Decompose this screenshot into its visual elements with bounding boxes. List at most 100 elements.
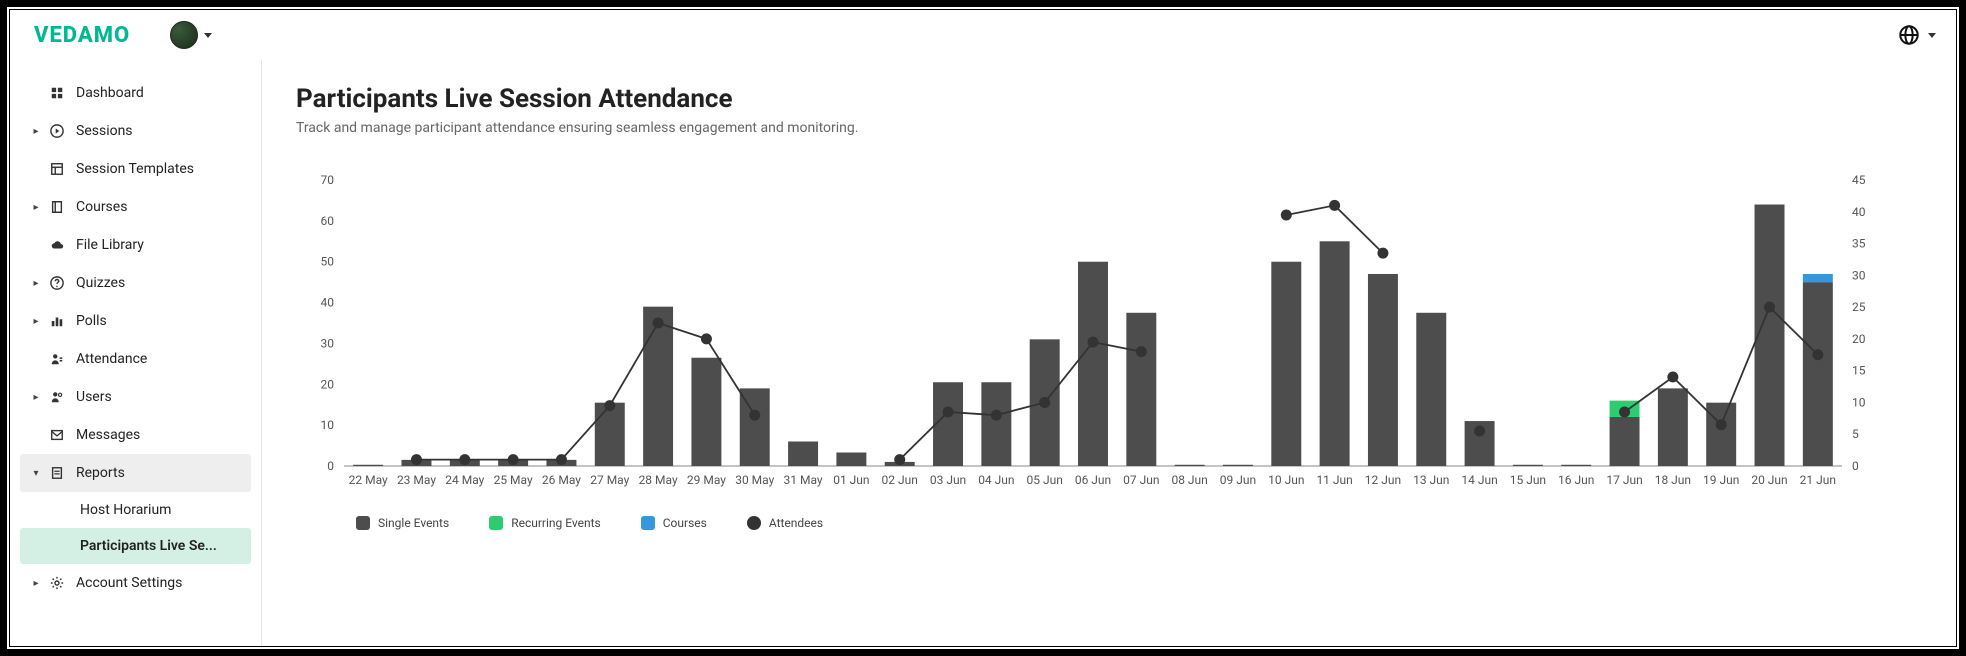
attendees-marker[interactable] <box>1377 248 1388 259</box>
bar-single[interactable] <box>1610 417 1640 466</box>
y-left-tick: 10 <box>321 418 335 432</box>
bar-single[interactable] <box>1513 465 1543 466</box>
attendees-marker[interactable] <box>991 410 1002 421</box>
attendees-marker[interactable] <box>1764 302 1775 313</box>
attendees-marker[interactable] <box>1281 209 1292 220</box>
bar-single[interactable] <box>353 465 383 466</box>
x-tick: 23 May <box>397 473 436 487</box>
x-tick: 07 Jun <box>1123 473 1159 487</box>
legend-item[interactable]: Attendees <box>747 516 823 530</box>
legend-label: Courses <box>663 516 707 530</box>
chevron-right-icon: ▸ <box>32 202 40 213</box>
attendees-marker[interactable] <box>508 454 519 465</box>
bar-single[interactable] <box>1561 465 1591 466</box>
legend-item[interactable]: Courses <box>641 516 707 530</box>
attendees-marker[interactable] <box>1136 346 1147 357</box>
sidebar-item-label: Session Templates <box>76 161 194 177</box>
bar-single[interactable] <box>1126 313 1156 466</box>
chevron-right-icon: ▸ <box>32 392 40 403</box>
chevron-down-icon: ▾ <box>32 468 40 479</box>
bar-single[interactable] <box>1078 262 1108 466</box>
sidebar-subitem[interactable]: Host Horarium <box>20 492 251 528</box>
attendees-marker[interactable] <box>459 454 470 465</box>
sidebar-item-label: Courses <box>76 199 127 215</box>
attendees-marker[interactable] <box>1474 426 1485 437</box>
dashboard-icon <box>48 86 66 100</box>
y-right-tick: 20 <box>1852 332 1866 346</box>
sidebar-item-polls[interactable]: ▸Polls <box>10 302 261 340</box>
sidebar-item-label: Polls <box>76 313 107 329</box>
bar-single[interactable] <box>788 441 818 466</box>
bar-single[interactable] <box>1416 313 1446 466</box>
bar-single[interactable] <box>643 307 673 466</box>
legend-item[interactable]: Single Events <box>356 516 449 530</box>
legend-item[interactable]: Recurring Events <box>489 516 601 530</box>
x-tick: 25 May <box>494 473 533 487</box>
sidebar-subitem-label: Participants Live Se... <box>80 538 217 554</box>
globe-icon <box>1898 24 1920 46</box>
x-tick: 01 Jun <box>833 473 869 487</box>
sidebar-item-label: File Library <box>76 237 144 253</box>
attendees-marker[interactable] <box>701 333 712 344</box>
sidebar-item-label: Sessions <box>76 123 133 139</box>
bar-single[interactable] <box>1320 241 1350 466</box>
sidebar-subitem[interactable]: Participants Live Se... <box>20 528 251 564</box>
attendees-marker[interactable] <box>604 400 615 411</box>
sidebar-item-session-templates[interactable]: ▸Session Templates <box>10 150 261 188</box>
gear-icon <box>48 576 66 590</box>
sidebar: ▸Dashboard▸Sessions▸Session Templates▸Co… <box>10 60 262 646</box>
attendees-marker[interactable] <box>749 410 760 421</box>
main-content: Participants Live Session Attendance Tra… <box>262 60 1956 646</box>
x-tick: 31 May <box>784 473 823 487</box>
attendees-marker[interactable] <box>1667 372 1678 383</box>
bar-single[interactable] <box>1803 282 1833 466</box>
y-left-tick: 50 <box>321 255 335 269</box>
attendees-marker[interactable] <box>1039 397 1050 408</box>
attendees-marker[interactable] <box>894 454 905 465</box>
help-icon <box>48 276 66 290</box>
bar-single[interactable] <box>933 382 963 466</box>
attendees-marker[interactable] <box>411 454 422 465</box>
bar-single[interactable] <box>1706 403 1736 466</box>
sidebar-item-users[interactable]: ▸Users <box>10 378 261 416</box>
bar-single[interactable] <box>1175 465 1205 466</box>
y-left-tick: 30 <box>321 336 335 350</box>
attendees-marker[interactable] <box>943 406 954 417</box>
bar-courses[interactable] <box>1803 274 1833 282</box>
legend-swatch <box>747 516 761 530</box>
user-menu[interactable] <box>170 21 212 49</box>
bar-single[interactable] <box>981 382 1011 466</box>
attendees-marker[interactable] <box>556 454 567 465</box>
bar-single[interactable] <box>691 358 721 466</box>
bar-single[interactable] <box>595 403 625 466</box>
sidebar-item-account-settings[interactable]: ▸Account Settings <box>10 564 261 602</box>
y-right-tick: 5 <box>1852 427 1859 441</box>
sidebar-item-messages[interactable]: ▸Messages <box>10 416 261 454</box>
page-subtitle: Track and manage participant attendance … <box>296 120 1936 136</box>
sidebar-item-dashboard[interactable]: ▸Dashboard <box>10 74 261 112</box>
sidebar-item-attendance[interactable]: ▸Attendance <box>10 340 261 378</box>
language-menu[interactable] <box>1898 24 1936 46</box>
attendees-marker[interactable] <box>1812 349 1823 360</box>
bar-single[interactable] <box>1658 388 1688 466</box>
sidebar-item-courses[interactable]: ▸ Courses <box>10 188 261 226</box>
attendees-marker[interactable] <box>1329 200 1340 211</box>
bar-single[interactable] <box>1223 465 1253 466</box>
attendees-marker[interactable] <box>1088 337 1099 348</box>
sidebar-item-quizzes[interactable]: ▸Quizzes <box>10 264 261 302</box>
sidebar-item-label: Attendance <box>76 351 147 367</box>
attendees-marker[interactable] <box>1619 406 1630 417</box>
sidebar-item-file-library[interactable]: ▸File Library <box>10 226 261 264</box>
brand-logo[interactable]: VEDAMO <box>34 23 130 48</box>
y-right-tick: 30 <box>1852 268 1866 282</box>
bar-single[interactable] <box>1368 274 1398 466</box>
bar-single[interactable] <box>1271 262 1301 466</box>
sidebar-item-sessions[interactable]: ▸Sessions <box>10 112 261 150</box>
sidebar-item-label: Quizzes <box>76 275 125 291</box>
attendees-marker[interactable] <box>1716 419 1727 430</box>
y-right-tick: 15 <box>1852 364 1866 378</box>
bar-single[interactable] <box>836 453 866 466</box>
attendees-marker[interactable] <box>653 318 664 329</box>
sidebar-item-reports[interactable]: ▾Reports <box>20 454 251 492</box>
bar-single[interactable] <box>1755 205 1785 466</box>
